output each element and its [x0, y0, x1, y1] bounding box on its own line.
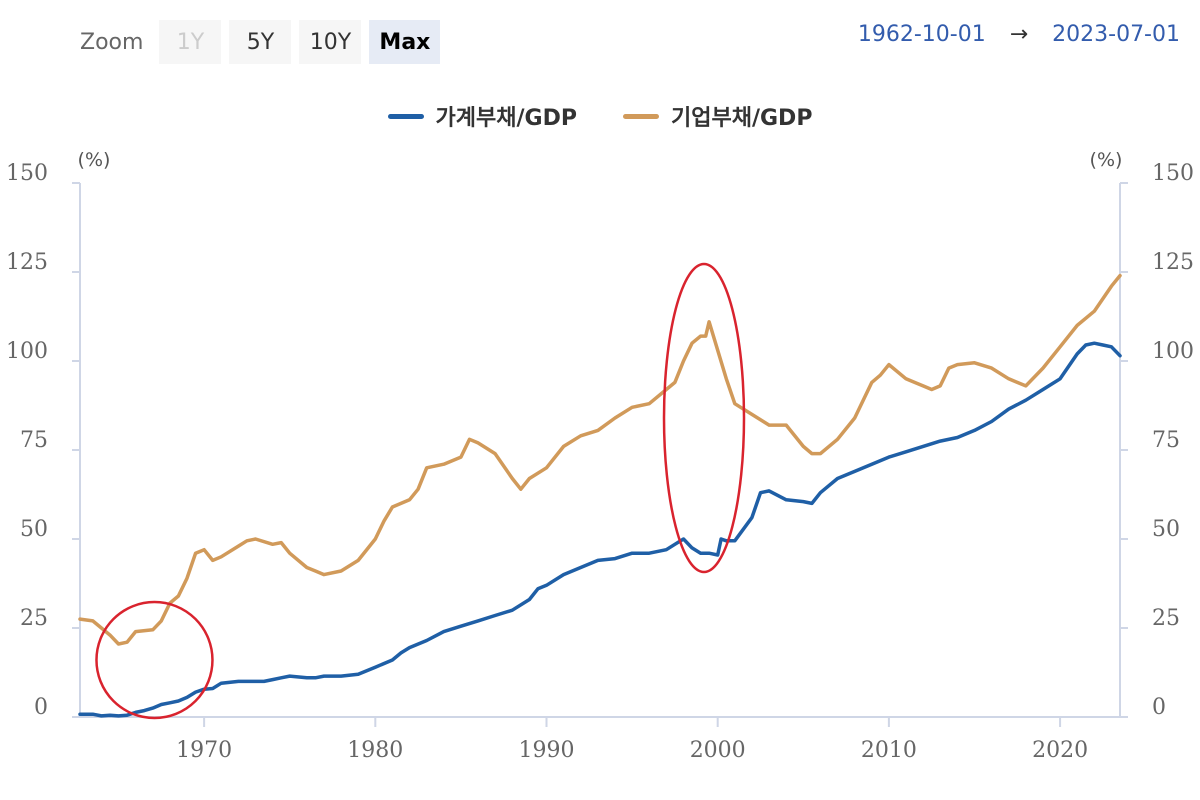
right-axis-unit: (%) [1090, 149, 1123, 171]
axes: 0 0 25 25 50 50 75 75 100 100 125 125 150 150 1970 1980… [6, 161, 1194, 763]
range-from-input[interactable]: 1962-10-01 [857, 22, 986, 47]
highlight-ellipse-1999 [662, 262, 746, 574]
y-tick-right-100: 100 [1152, 339, 1194, 364]
range-arrow: → [1009, 22, 1029, 47]
y-tick-right-75: 75 [1152, 428, 1180, 453]
legend-item-corporate[interactable]: 기업부채/GDP [623, 100, 812, 132]
x-tick-label-2010: 2010 [861, 738, 917, 763]
y-tick-right-25: 25 [1152, 606, 1180, 631]
legend-label-corporate: 기업부채/GDP [671, 106, 813, 131]
y-tick-left-100: 100 [6, 339, 48, 364]
x-tick-label-2000: 2000 [690, 738, 746, 763]
zoom-label: Zoom [80, 29, 144, 55]
y-tick-left-50: 50 [20, 517, 48, 542]
x-tick-label-1990: 1990 [519, 738, 575, 763]
zoom-10y-button[interactable]: 10Y [299, 20, 362, 64]
range-to-input[interactable]: 2023-07-01 [1052, 22, 1180, 47]
legend-swatch-household [387, 113, 424, 119]
legend-label-household: 가계부채/GDP [435, 106, 577, 131]
y-tick-left-25: 25 [20, 606, 48, 631]
series-line-household[interactable] [78, 341, 1122, 718]
legend-item-household[interactable]: 가계부채/GDP [387, 100, 577, 132]
zoom-toolbar: Zoom 1Y 5Y 10Y Max [80, 20, 441, 64]
zoom-1y-button[interactable]: 1Y [159, 20, 222, 64]
y-tick-left-75: 75 [20, 428, 48, 453]
y-tick-right-0: 0 [1152, 695, 1166, 720]
chart-legend: 가계부채/GDP 기업부채/GDP [0, 100, 1200, 132]
y-tick-left-150: 150 [6, 161, 48, 186]
zoom-max-button[interactable]: Max [369, 20, 441, 64]
zoom-5y-button[interactable]: 5Y [229, 20, 292, 64]
y-tick-right-150: 150 [1152, 161, 1194, 186]
highlight-circle-1967 [95, 600, 214, 720]
y-tick-right-50: 50 [1152, 517, 1180, 542]
y-tick-left-0: 0 [34, 695, 48, 720]
grid-lines [80, 182, 1120, 629]
annotations [95, 262, 746, 720]
left-axis-unit: (%) [78, 149, 111, 171]
y-tick-left-125: 125 [6, 250, 48, 275]
x-tick-label-2020: 2020 [1032, 738, 1088, 763]
y-tick-right-125: 125 [1152, 250, 1194, 275]
series-line-corporate[interactable] [78, 273, 1122, 646]
series-lines [78, 273, 1122, 718]
x-tick-label-1980: 1980 [347, 738, 403, 763]
x-tick-label-1970: 1970 [176, 738, 232, 763]
legend-swatch-corporate [623, 113, 659, 119]
date-range: 1962-10-01 → 2023-07-01 [858, 22, 1180, 47]
